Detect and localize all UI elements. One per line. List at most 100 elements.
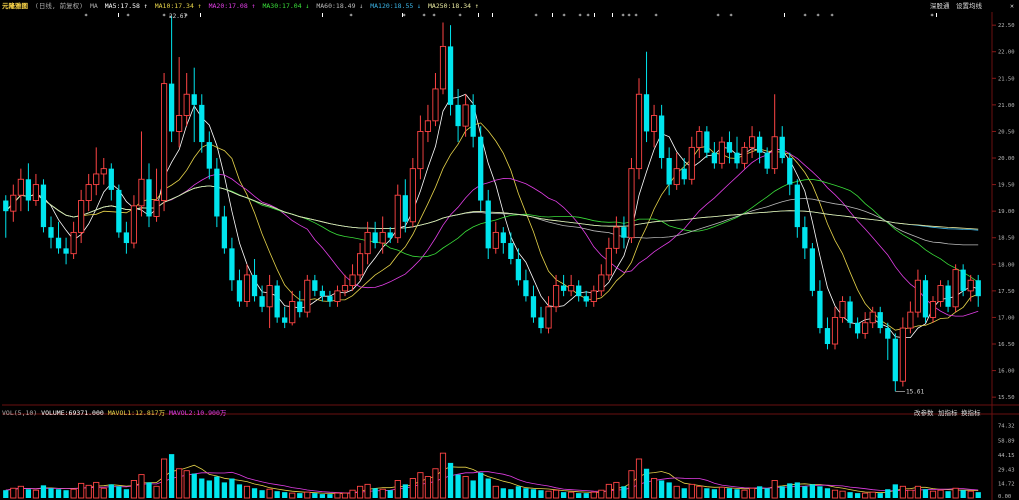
candle-body	[312, 280, 318, 291]
candle-body	[3, 200, 9, 212]
event-marker[interactable]: *	[816, 13, 820, 20]
volume-bar	[530, 489, 537, 498]
candle-body	[417, 130, 424, 170]
candle-body	[439, 45, 447, 90]
notice-marker[interactable]	[936, 13, 937, 17]
volume-bar	[312, 493, 318, 498]
notice-marker[interactable]	[478, 13, 479, 17]
candle-body	[741, 146, 748, 164]
candle-body	[688, 146, 695, 180]
volume-bar	[123, 489, 130, 498]
price-tick-label: 16.00	[998, 369, 1015, 375]
event-marker[interactable]: *	[930, 13, 934, 20]
event-marker[interactable]: *	[716, 13, 720, 20]
price-tick-label: 15.50	[998, 395, 1015, 401]
notice-marker[interactable]	[492, 13, 493, 17]
candle-body	[734, 152, 740, 164]
volume-bar	[3, 490, 9, 498]
notice-marker[interactable]	[322, 13, 323, 17]
volume-bar	[650, 478, 658, 499]
candle-body	[748, 136, 756, 148]
candle-body	[975, 280, 981, 297]
volume-bar	[688, 483, 695, 499]
candle-body	[817, 290, 823, 329]
event-marker[interactable]: *	[627, 13, 631, 20]
volume-tick-label: 58.89	[998, 439, 1015, 445]
event-marker[interactable]: *	[803, 13, 807, 20]
event-marker[interactable]: *	[162, 13, 166, 20]
candle-body	[885, 328, 891, 339]
volume-bar	[108, 484, 114, 498]
event-marker[interactable]: *	[654, 13, 658, 20]
candle-body	[485, 200, 491, 249]
event-marker[interactable]: *	[586, 13, 590, 20]
candle-body	[937, 285, 944, 302]
ma-legend-ma10: MA10:17.34 ↑	[154, 2, 206, 10]
volume-bar	[341, 492, 349, 499]
candle-body	[78, 200, 85, 233]
event-marker[interactable]: *	[184, 13, 188, 20]
hk-connect-button[interactable]: 深股通	[930, 2, 950, 10]
volume-bar	[492, 485, 499, 499]
notice-marker[interactable]	[118, 13, 119, 17]
volume-bar	[658, 480, 665, 498]
event-marker[interactable]: *	[432, 13, 436, 20]
event-marker[interactable]: *	[422, 13, 426, 20]
event-marker[interactable]: *	[621, 13, 625, 20]
volume-bar	[424, 476, 432, 499]
volume-bar	[327, 494, 333, 498]
candle-body	[576, 285, 582, 297]
volume-bar	[681, 488, 687, 498]
volume-bar	[711, 489, 718, 498]
candle-body	[635, 93, 643, 170]
candle-body	[447, 46, 454, 105]
candle-body	[929, 301, 937, 318]
candle-body	[590, 290, 597, 302]
event-marker[interactable]: *	[126, 13, 130, 20]
volume-bar	[100, 487, 107, 499]
event-marker[interactable]: *	[830, 13, 834, 20]
notice-marker[interactable]	[612, 13, 613, 17]
change-params-button[interactable]: 改参数	[914, 409, 934, 417]
set-ma-button[interactable]: 设置均线	[956, 2, 982, 10]
volume-bar	[635, 458, 643, 499]
event-marker[interactable]: *	[84, 13, 88, 20]
event-marker[interactable]: *	[729, 13, 733, 20]
event-marker[interactable]: *	[534, 13, 538, 20]
candle-body	[831, 316, 839, 345]
event-marker[interactable]: *	[562, 13, 566, 20]
event-marker[interactable]: *	[458, 13, 462, 20]
candle-body	[462, 104, 469, 127]
notice-marker[interactable]	[784, 13, 785, 17]
candle-body	[93, 173, 100, 186]
volume-bar	[831, 489, 839, 499]
volume-bar	[138, 474, 145, 499]
volume-bar	[78, 482, 85, 499]
close-icon[interactable]: ✕	[1010, 2, 1014, 10]
candle-body	[251, 274, 258, 297]
volume-bar	[538, 490, 544, 498]
candle-body	[711, 152, 718, 164]
notice-marker[interactable]	[402, 13, 403, 17]
candle-body	[236, 280, 243, 302]
volume-bars	[3, 452, 981, 499]
volume-bar	[455, 474, 461, 498]
volume-bar	[70, 488, 77, 499]
volume-bar	[25, 489, 32, 498]
candle-body	[839, 301, 846, 318]
event-marker[interactable]: *	[634, 13, 638, 20]
notice-marker[interactable]	[552, 13, 553, 17]
switch-indicator-button[interactable]: 换指标	[961, 409, 981, 417]
volume-bar	[787, 483, 793, 498]
candle-body	[907, 311, 914, 329]
add-indicator-button[interactable]: 加指标	[938, 409, 958, 417]
notice-marker[interactable]	[200, 13, 201, 17]
notice-marker[interactable]	[594, 13, 595, 17]
volume-bar	[929, 490, 937, 499]
volume-bar	[48, 488, 54, 498]
volume-bar	[251, 488, 258, 498]
event-marker[interactable]: *	[578, 13, 582, 20]
event-marker[interactable]: *	[349, 13, 353, 20]
event-marker[interactable]: *	[402, 13, 406, 20]
